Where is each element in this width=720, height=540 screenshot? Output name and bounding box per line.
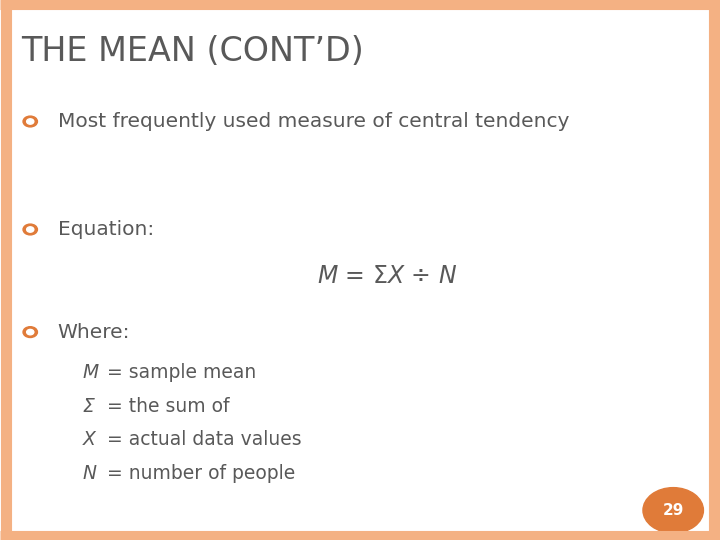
Text: N: N	[83, 463, 96, 483]
Text: X: X	[83, 430, 96, 449]
Text: Σ: Σ	[83, 396, 94, 416]
Text: Equation:: Equation:	[58, 220, 154, 239]
Text: = the sum of: = the sum of	[101, 396, 229, 416]
Circle shape	[23, 224, 37, 235]
Text: = number of people: = number of people	[101, 463, 295, 483]
Text: 29: 29	[662, 503, 684, 518]
Circle shape	[23, 327, 37, 338]
Text: $\mathit{M}$ = Σ$\mathit{X}$ ÷ $\mathit{N}$: $\mathit{M}$ = Σ$\mathit{X}$ ÷ $\mathit{…	[317, 265, 457, 288]
Text: = actual data values: = actual data values	[101, 430, 302, 449]
Text: M: M	[83, 363, 99, 382]
Text: Most frequently used measure of central tendency: Most frequently used measure of central …	[58, 112, 569, 131]
Text: THE MEAN (CONT’D): THE MEAN (CONT’D)	[22, 35, 364, 68]
Circle shape	[23, 116, 37, 127]
Circle shape	[27, 227, 34, 232]
Text: Where:: Where:	[58, 322, 130, 342]
Circle shape	[27, 119, 34, 124]
Text: = sample mean: = sample mean	[101, 363, 256, 382]
Circle shape	[643, 488, 703, 533]
Circle shape	[27, 329, 34, 335]
